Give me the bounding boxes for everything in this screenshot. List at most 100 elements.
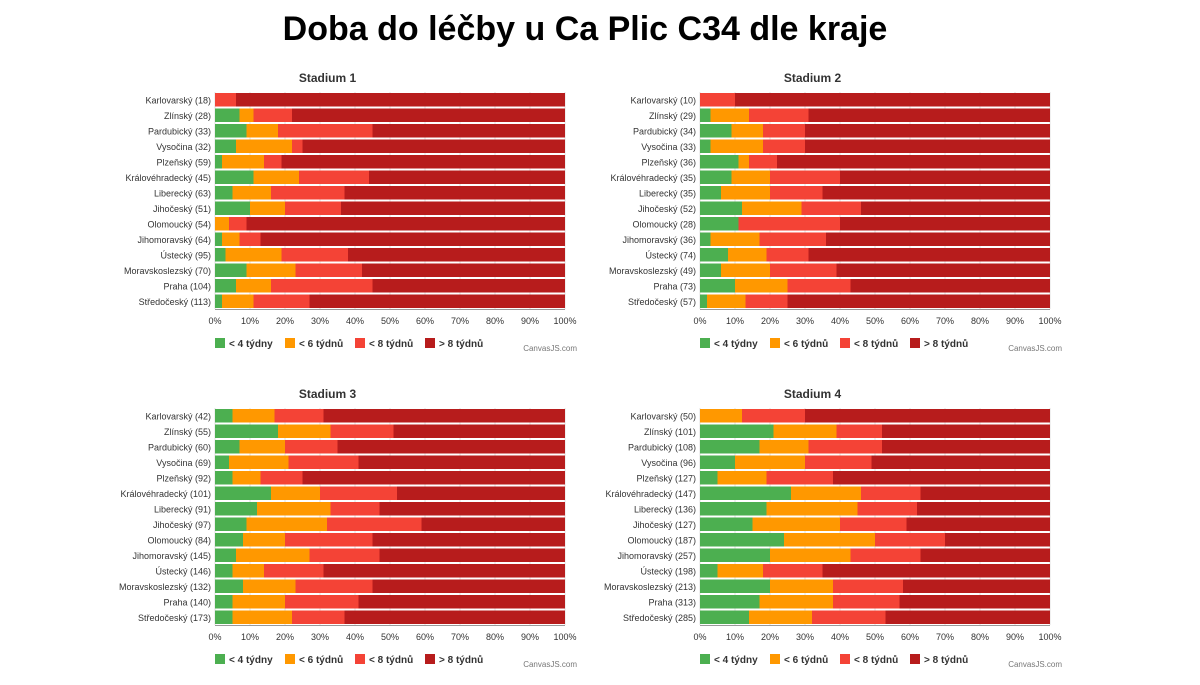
bar-segment [710, 139, 763, 153]
bar-segment [787, 294, 1050, 308]
chart-stadium-2: Stadium 2 Karlovarský (10) Zlínský (29) Par… [609, 71, 1062, 353]
legend-label: < 6 týdnů [299, 338, 343, 350]
bar-segment [808, 440, 882, 454]
x-tick-label: 90% [521, 316, 539, 326]
bar-segment [812, 610, 886, 624]
bar-segment [840, 217, 1050, 231]
bar-segment [215, 279, 236, 293]
bar-segment [763, 139, 805, 153]
bar-segment [770, 170, 840, 184]
bar-segment [833, 579, 903, 593]
bar-segment [271, 186, 345, 200]
category-label: Jihočeský (127) [633, 520, 696, 530]
category-label: Moravskoslezský (49) [609, 266, 696, 276]
bar-segment [239, 440, 285, 454]
legend-swatch [770, 654, 780, 664]
x-tick-label: 60% [416, 632, 434, 642]
bar-segment [717, 471, 767, 485]
bar-segment [875, 533, 945, 547]
bar-segment [215, 440, 240, 454]
bar-segment [885, 610, 1050, 624]
category-label: Královéhradecký (45) [125, 173, 211, 183]
x-tick-label: 10% [241, 316, 259, 326]
category-label: Olomoucký (28) [632, 219, 696, 229]
bar-segment [777, 155, 1050, 169]
bar-segment [239, 232, 261, 246]
bar-segment [882, 424, 1050, 438]
bar-segment [728, 248, 767, 262]
category-label: Středočeský (57) [628, 297, 696, 307]
category-label: Zlínský (29) [649, 111, 696, 121]
x-tick-label: 0% [208, 632, 221, 642]
x-tick-label: 90% [1006, 632, 1024, 642]
bar-segment [700, 186, 721, 200]
legend-swatch [425, 654, 435, 664]
category-label: Vysočina (96) [641, 458, 696, 468]
bar-segment [731, 170, 770, 184]
chart-stadium-3: Stadium 3 Karlovarský (42) Zlínský (55) Par… [119, 387, 577, 669]
category-label: Zlínský (28) [164, 111, 211, 121]
category-label: Karlovarský (42) [145, 411, 211, 421]
x-tick-label: 60% [901, 316, 919, 326]
bar-segment [215, 409, 233, 423]
bar-segment [700, 579, 770, 593]
x-tick-label: 80% [486, 632, 504, 642]
bar-segment [372, 124, 565, 138]
legend-swatch [700, 654, 710, 664]
x-tick-label: 40% [831, 316, 849, 326]
bar-segment [735, 279, 788, 293]
category-label: Olomoucký (54) [147, 219, 211, 229]
category-label: Praha (313) [648, 597, 696, 607]
category-label: Olomoucký (84) [147, 535, 211, 545]
page-title: Doba do léčby u Ca Plic C34 dle kraje [282, 10, 888, 48]
bar-segment [700, 471, 718, 485]
x-tick-label: 10% [241, 632, 259, 642]
bar-segment [215, 455, 229, 469]
x-tick-label: 0% [693, 316, 706, 326]
bar-segment [749, 155, 777, 169]
x-tick-label: 100% [553, 316, 576, 326]
x-tick-label: 40% [346, 316, 364, 326]
category-label: Praha (104) [163, 281, 211, 291]
chart-panel-stadium-4: Stadium 4 Karlovarský (50) Zlínský (101) Pa… [590, 378, 1075, 683]
bar-segment [274, 409, 324, 423]
bar-segment [735, 455, 805, 469]
bar-segment [232, 610, 292, 624]
bar-segment [822, 564, 1050, 578]
bar-segment [215, 217, 229, 231]
bar-segment [348, 248, 565, 262]
bar-segment [700, 409, 742, 423]
bar-segment [372, 533, 565, 547]
bar-segment [215, 108, 240, 122]
legend-swatch [700, 338, 710, 348]
bar-segment [805, 455, 872, 469]
chart-panel-stadium-1: Stadium 1 Karlovarský (18) Zlínský (28) Par… [105, 62, 590, 367]
bar-segment [285, 201, 341, 215]
bar-segment [882, 440, 1050, 454]
bar-segment [253, 108, 292, 122]
category-label: Plzeňský (36) [641, 157, 696, 167]
bar-segment [700, 424, 774, 438]
x-tick-label: 70% [936, 632, 954, 642]
bar-segment [372, 279, 565, 293]
category-label: Vysočina (32) [156, 142, 211, 152]
category-label: Ústecký (146) [155, 566, 211, 576]
bar-segment [784, 533, 875, 547]
bar-segment [341, 201, 565, 215]
bar-segment [229, 455, 289, 469]
bar-segment [271, 486, 320, 500]
bar-segment [791, 486, 861, 500]
bar-segment [232, 471, 261, 485]
category-label: Liberecký (136) [634, 504, 696, 514]
bar-segment [295, 263, 362, 277]
bar-segment [717, 564, 763, 578]
bar-segment [302, 471, 565, 485]
bar-segment [292, 139, 303, 153]
legend-swatch [285, 338, 295, 348]
bar-segment [700, 124, 732, 138]
legend-label: < 8 týdnů [369, 338, 413, 350]
legend-swatch [840, 338, 850, 348]
bar-segment [700, 170, 732, 184]
bar-segment [861, 201, 1050, 215]
category-label: Zlínský (55) [164, 427, 211, 437]
